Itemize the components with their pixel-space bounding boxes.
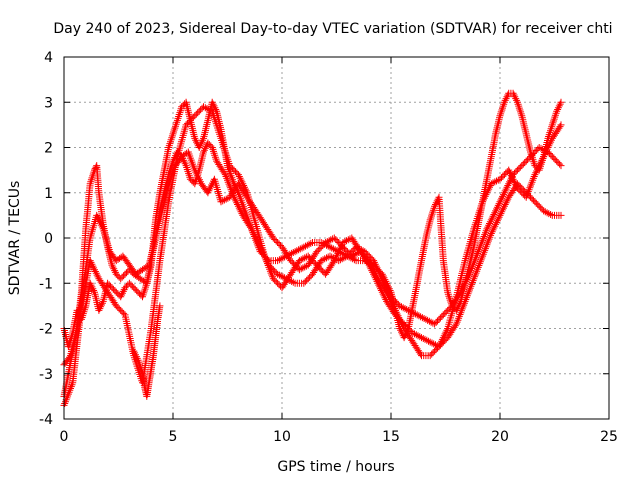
y-axis-label: SDTVAR / TECUs <box>7 181 23 296</box>
axis-ticks: 0 5 10 15 20 25 -4 -3 -2 -1 0 1 2 3 4 <box>39 50 618 445</box>
x-tick-label: 0 <box>60 429 69 445</box>
y-tick-label: 0 <box>44 231 53 247</box>
series-markers <box>130 302 164 400</box>
x-tick-label: 20 <box>491 429 509 445</box>
y-tick-label: -3 <box>39 367 53 383</box>
y-tick-label: 3 <box>44 95 53 111</box>
y-tick-label: -1 <box>39 276 53 292</box>
y-tick-label: 2 <box>44 141 53 157</box>
x-tick-label: 5 <box>169 429 178 445</box>
x-tick-label: 15 <box>382 429 400 445</box>
series-track-e <box>130 302 164 400</box>
y-tick-label: 1 <box>44 186 53 202</box>
x-axis-label: GPS time / hours <box>277 459 394 475</box>
y-tick-label: -4 <box>39 412 53 428</box>
x-tick-label: 25 <box>600 429 618 445</box>
y-tick-label: 4 <box>44 50 53 66</box>
y-tick-label: -2 <box>39 322 53 338</box>
chart-title: Day 240 of 2023, Sidereal Day-to-day VTE… <box>53 21 612 37</box>
data-points <box>60 89 565 409</box>
x-tick-label: 10 <box>273 429 291 445</box>
